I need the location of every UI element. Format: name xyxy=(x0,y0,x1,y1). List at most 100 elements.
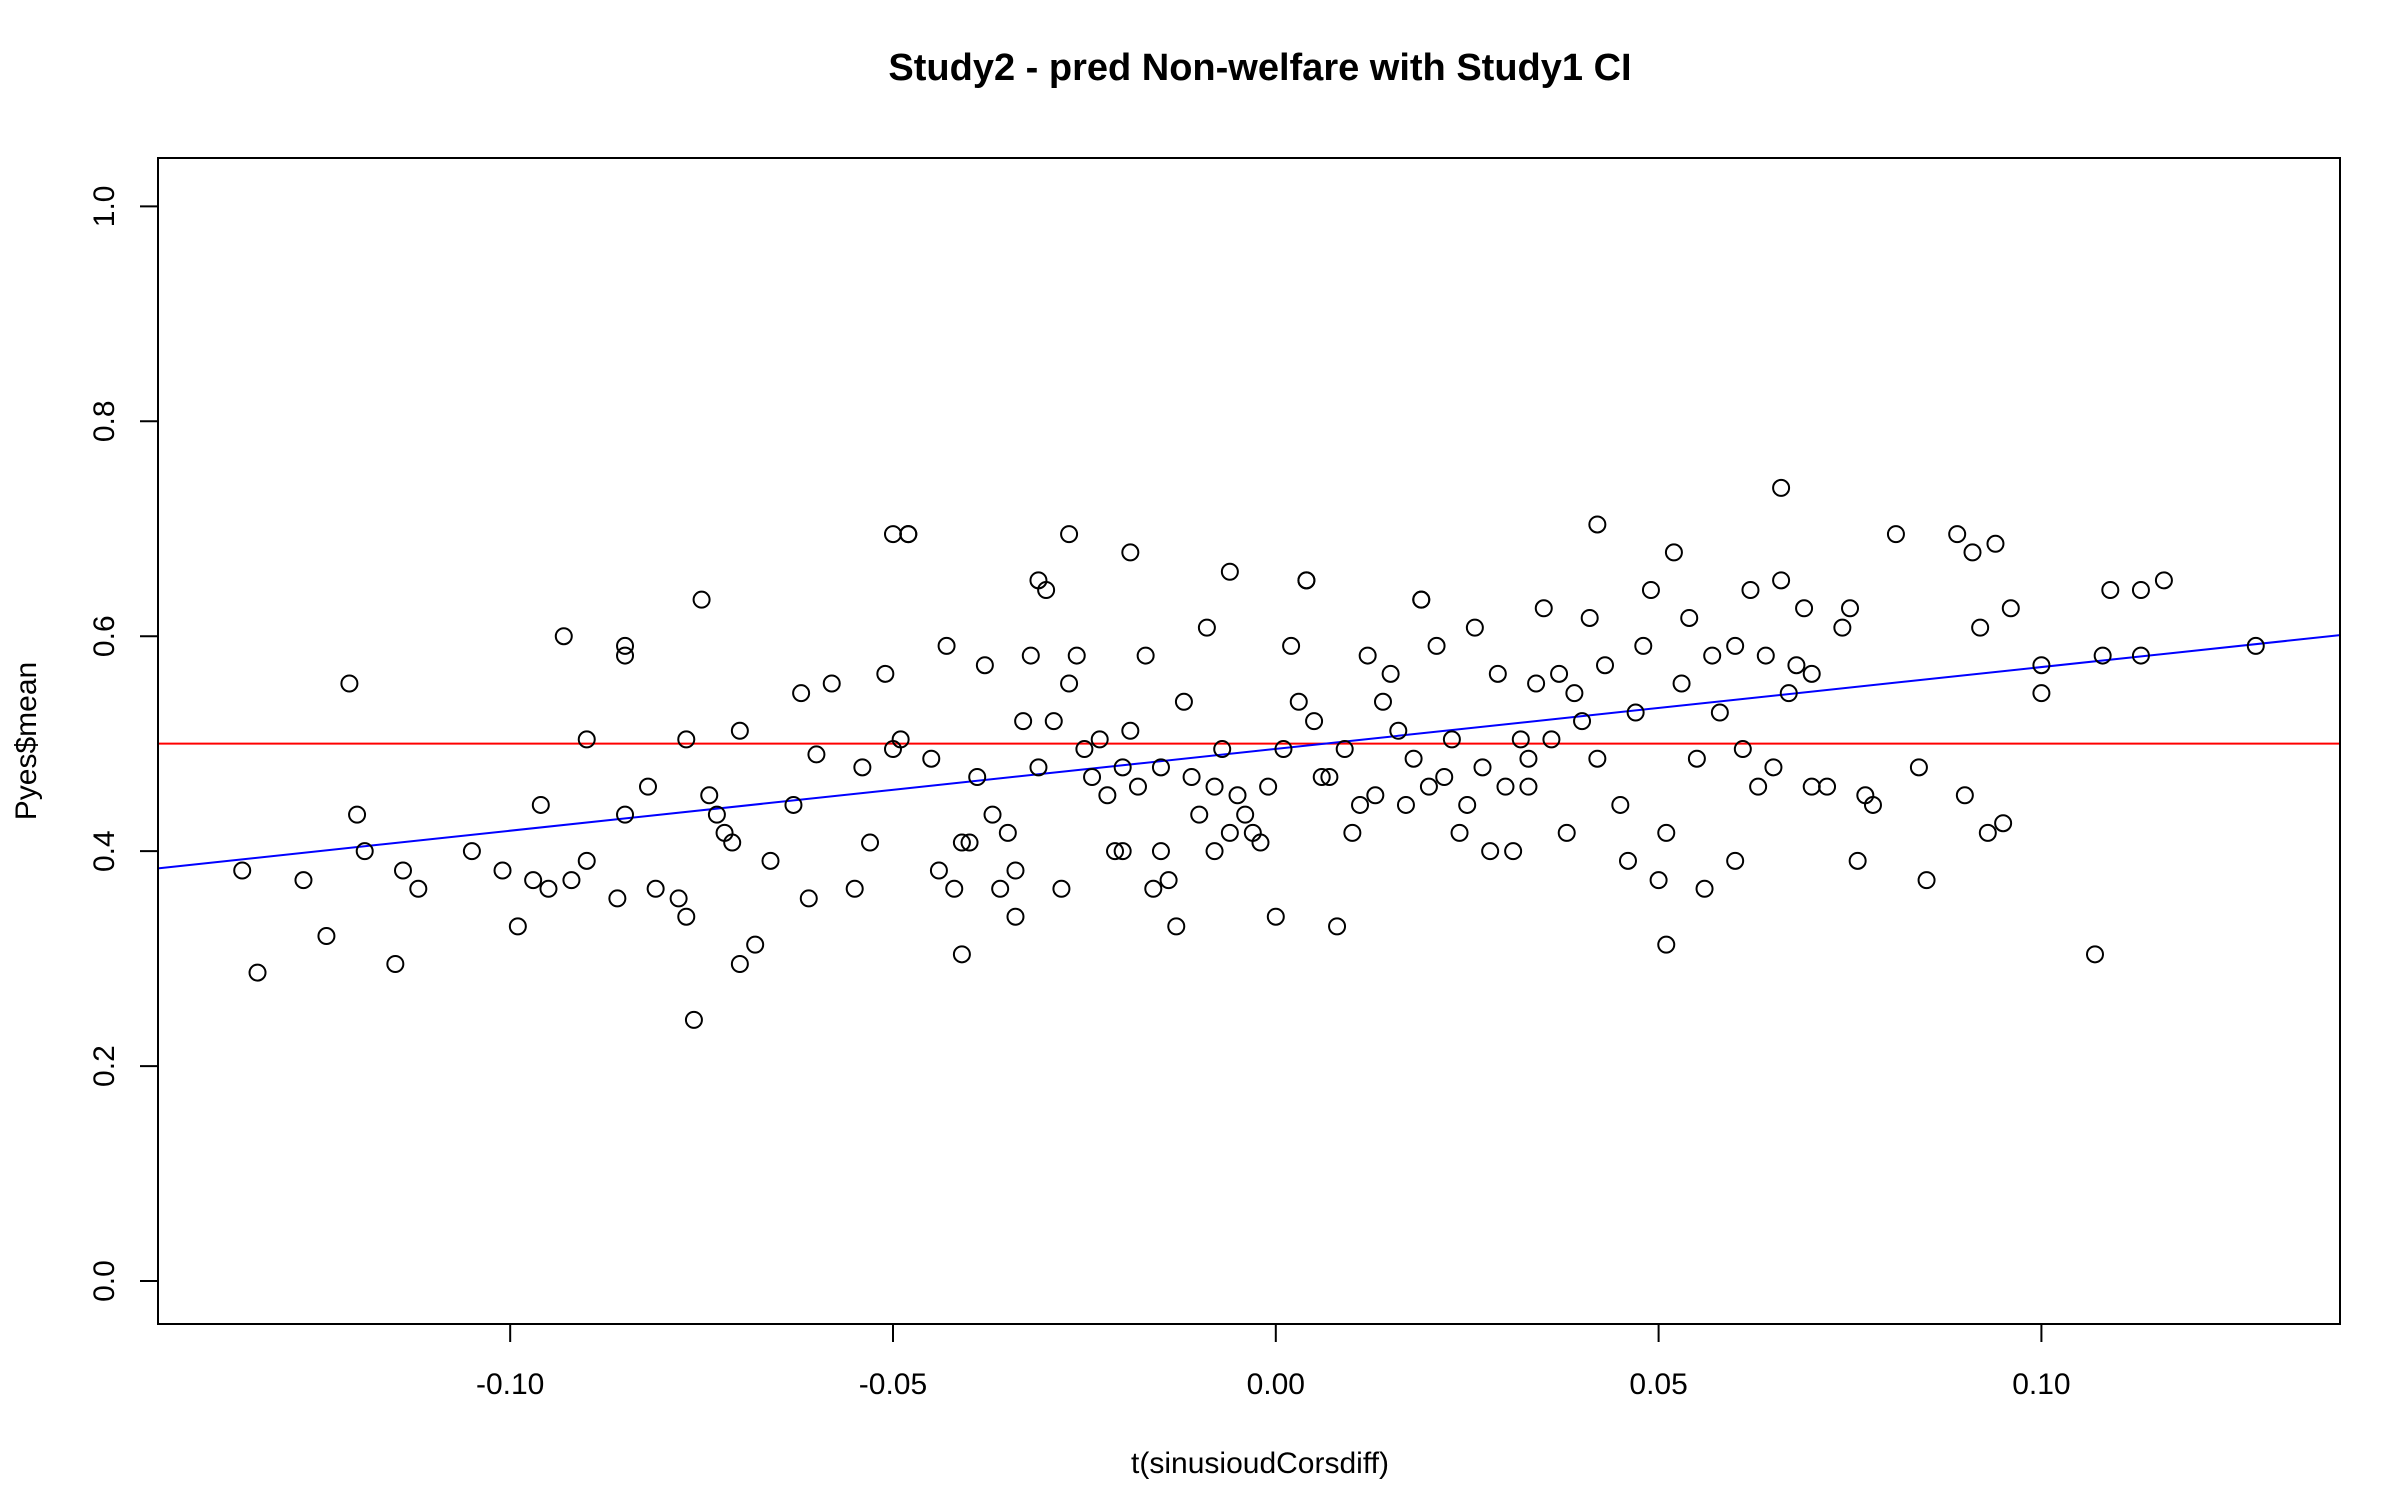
data-point xyxy=(1695,879,1714,898)
data-point xyxy=(960,833,979,852)
data-point xyxy=(1963,543,1982,562)
x-tick-label: 0.10 xyxy=(2012,1368,2070,1401)
data-point xyxy=(1756,646,1775,665)
data-point xyxy=(1389,721,1408,740)
data-point xyxy=(883,525,902,544)
data-point xyxy=(1733,740,1752,759)
data-point xyxy=(1779,684,1798,703)
data-point xyxy=(248,963,267,982)
data-point xyxy=(1626,703,1645,722)
data-point xyxy=(1664,543,1683,562)
data-point xyxy=(1496,777,1515,796)
data-point xyxy=(952,945,971,964)
data-point xyxy=(1128,777,1147,796)
data-point xyxy=(1611,795,1630,814)
data-point xyxy=(1121,543,1140,562)
data-point xyxy=(1373,692,1392,711)
data-point xyxy=(1228,786,1247,805)
data-point xyxy=(746,935,765,954)
data-point xyxy=(1618,851,1637,870)
data-point xyxy=(1764,758,1783,777)
data-point xyxy=(1802,777,1821,796)
data-point xyxy=(2131,581,2150,600)
x-axis: -0.10 -0.05 0.00 0.05 0.10 xyxy=(476,1323,2071,1401)
data-point xyxy=(616,805,635,824)
data-point xyxy=(2154,571,2173,590)
data-point xyxy=(1297,571,1316,590)
plot-area xyxy=(157,157,2341,1325)
data-point xyxy=(1481,842,1500,861)
data-point xyxy=(891,730,910,749)
data-point xyxy=(393,861,412,880)
data-point xyxy=(1274,740,1293,759)
data-point xyxy=(1060,525,1079,544)
data-point xyxy=(1726,851,1745,870)
data-point xyxy=(952,833,971,852)
data-point xyxy=(1863,795,1882,814)
data-point xyxy=(1113,758,1132,777)
data-point xyxy=(1833,618,1852,637)
data-point xyxy=(922,749,941,768)
data-point xyxy=(784,795,803,814)
data-point xyxy=(1787,656,1806,675)
data-point xyxy=(508,917,527,936)
y-axis-label: Pyes$mean xyxy=(10,662,43,820)
data-point xyxy=(1703,646,1722,665)
data-point xyxy=(1971,618,1990,637)
data-point xyxy=(1305,712,1324,731)
data-point xyxy=(1121,721,1140,740)
x-tick-label: 0.05 xyxy=(1629,1368,1687,1401)
data-point xyxy=(1527,674,1546,693)
data-point xyxy=(1672,674,1691,693)
data-point xyxy=(1167,917,1186,936)
data-point xyxy=(524,871,543,890)
data-point xyxy=(1006,861,1025,880)
x-tick-label: 0.00 xyxy=(1247,1368,1305,1401)
data-point xyxy=(1060,674,1079,693)
data-point xyxy=(730,954,749,973)
data-point xyxy=(1657,823,1676,842)
data-point xyxy=(1504,842,1523,861)
data-point xyxy=(348,805,367,824)
data-points xyxy=(233,478,2265,1029)
data-point xyxy=(2101,581,2120,600)
data-point xyxy=(1726,636,1745,655)
data-point xyxy=(998,823,1017,842)
data-point xyxy=(1917,871,1936,890)
data-point xyxy=(1749,777,1768,796)
data-point xyxy=(1251,833,1270,852)
data-point xyxy=(1220,823,1239,842)
y-tick-label: 1.0 xyxy=(88,186,121,228)
plot-frame xyxy=(157,157,2341,1325)
data-point xyxy=(723,833,742,852)
data-point xyxy=(1557,823,1576,842)
data-point xyxy=(616,646,635,665)
data-point xyxy=(616,636,635,655)
data-point xyxy=(1772,571,1791,590)
y-tick-label: 0.2 xyxy=(88,1045,121,1087)
data-point xyxy=(822,674,841,693)
data-point xyxy=(1335,740,1354,759)
data-point xyxy=(317,927,336,946)
data-point xyxy=(1029,571,1048,590)
data-point xyxy=(677,730,696,749)
data-point xyxy=(991,879,1010,898)
data-point xyxy=(1542,730,1561,749)
data-point xyxy=(1986,534,2005,553)
data-point xyxy=(562,871,581,890)
data-point xyxy=(355,842,374,861)
data-point xyxy=(1412,590,1431,609)
data-point xyxy=(983,805,1002,824)
data-point xyxy=(2001,599,2020,618)
data-point xyxy=(1710,703,1729,722)
data-point xyxy=(707,805,726,824)
data-point xyxy=(799,889,818,908)
data-point xyxy=(386,954,405,973)
data-point xyxy=(1282,636,1301,655)
data-point xyxy=(1649,871,1668,890)
data-point xyxy=(1052,879,1071,898)
data-point xyxy=(1596,656,1615,675)
regression-line xyxy=(157,634,2341,870)
data-point xyxy=(1113,842,1132,861)
